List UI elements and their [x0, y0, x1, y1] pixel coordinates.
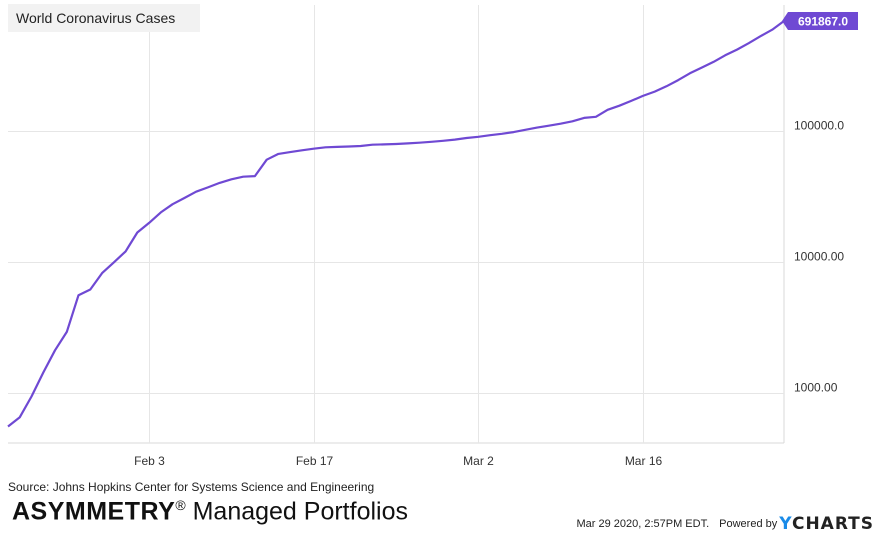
timestamp: Mar 29 2020, 2:57PM EDT.	[576, 518, 710, 530]
ycharts-logo-y: Y	[779, 514, 792, 534]
ycharts-logo[interactable]: YCHARTS	[779, 514, 874, 534]
powered-by-label: Powered by	[719, 518, 778, 530]
y-tick-label: 100000.0	[794, 119, 844, 133]
registered-mark: ®	[175, 497, 186, 513]
chart-title: World Coronavirus Cases	[8, 4, 200, 32]
last-value-layer: 691867.0	[782, 11, 858, 30]
series-layer	[7, 20, 785, 428]
x-tick-label: Feb 3	[134, 454, 165, 468]
x-tick-label: Mar 2	[463, 454, 494, 468]
y-tick-label: 10000.00	[794, 250, 844, 264]
ycharts-logo-text: CHARTS	[791, 514, 874, 534]
x-tick-label: Feb 17	[296, 454, 334, 468]
brand-logo: ASYMMETRY® Managed Portfolios	[12, 497, 408, 526]
grid-lines	[8, 5, 785, 444]
y-tick-label: 1000.00	[794, 381, 838, 395]
x-tick-labels: Feb 3 Feb 17 Mar 2 Mar 16	[134, 454, 662, 468]
brand-name-bold: ASYMMETRY	[12, 497, 176, 526]
last-value-label: 691867.0	[798, 14, 848, 28]
last-value-badge	[782, 11, 858, 30]
x-tick-label: Mar 16	[625, 454, 663, 468]
brand-name-rest: Managed Portfolios	[185, 497, 408, 526]
source-note: Source: Johns Hopkins Center for Systems…	[8, 480, 375, 494]
y-tick-labels: 1000.00 10000.00 100000.0	[794, 119, 844, 395]
footer-credit: Mar 29 2020, 2:57PM EDT. Powered by YCHA…	[576, 514, 874, 534]
series-line	[7, 20, 785, 428]
